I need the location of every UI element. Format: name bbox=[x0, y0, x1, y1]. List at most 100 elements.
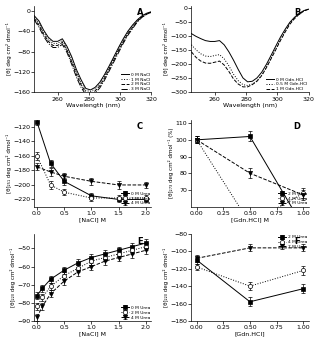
Legend: 2 M Urea, 4 M Urea, 7 M Urea: 2 M Urea, 4 M Urea, 7 M Urea bbox=[278, 235, 308, 249]
0 M NaCl bbox=[107, 64, 111, 68]
2 M NaCl bbox=[93, 89, 97, 93]
1 M NaCl bbox=[51, 41, 55, 45]
1 M NaCl bbox=[98, 82, 102, 86]
0 M Gdn.HCl bbox=[297, 11, 301, 15]
0 M Gdn.HCl bbox=[218, 39, 221, 43]
Legend: 0 M NaCl, 1 M NaCl, 2 M NaCl, 3 M NaCl: 0 M NaCl, 1 M NaCl, 2 M NaCl, 3 M NaCl bbox=[121, 72, 150, 92]
3 M NaCl bbox=[121, 41, 125, 45]
0.5 M Gdn.HCl bbox=[199, 52, 203, 56]
0 M Gdn.HCl bbox=[307, 7, 310, 11]
3 M NaCl bbox=[89, 93, 92, 97]
2 M NaCl bbox=[56, 43, 60, 48]
0.5 M Gdn.HCl bbox=[283, 29, 287, 34]
1 M NaCl bbox=[116, 47, 120, 51]
3 M NaCl bbox=[116, 51, 120, 55]
3 M NaCl bbox=[70, 62, 74, 66]
1 M NaCl bbox=[79, 80, 83, 84]
0.5 M Gdn.HCl bbox=[278, 38, 282, 42]
2 M NaCl bbox=[70, 60, 74, 64]
3 M NaCl bbox=[65, 51, 69, 55]
0.5 M Gdn.HCl bbox=[307, 7, 310, 11]
0 M NaCl bbox=[116, 45, 120, 50]
Line: 2 M NaCl: 2 M NaCl bbox=[34, 12, 151, 93]
0.5 M Gdn.HCl bbox=[255, 79, 259, 83]
0.5 M Gdn.HCl bbox=[297, 12, 301, 16]
0 M NaCl bbox=[79, 78, 83, 82]
Text: B: B bbox=[294, 8, 300, 17]
X-axis label: Wavelength (nm): Wavelength (nm) bbox=[223, 103, 277, 108]
3 M NaCl bbox=[79, 85, 83, 89]
3 M NaCl bbox=[42, 34, 45, 38]
Y-axis label: [θ]₂₂₀ deg cm² dmol⁻¹: [θ]₂₂₀ deg cm² dmol⁻¹ bbox=[163, 248, 169, 307]
Y-axis label: [θ]₂₂₀ deg cm² dmol⁻¹: [θ]₂₂₀ deg cm² dmol⁻¹ bbox=[10, 248, 16, 307]
0 M Gdn.HCl bbox=[208, 39, 212, 43]
2 M NaCl bbox=[79, 83, 83, 87]
0 M NaCl bbox=[32, 14, 36, 18]
0 M Gdn.HCl bbox=[250, 79, 254, 83]
2 M NaCl bbox=[145, 12, 148, 16]
1 M NaCl bbox=[70, 57, 74, 61]
0 M NaCl bbox=[131, 23, 134, 27]
0 M Gdn.HCl bbox=[260, 70, 264, 74]
1 M NaCl bbox=[56, 41, 60, 45]
0 M NaCl bbox=[89, 88, 92, 92]
1 M Gdn.HCl bbox=[255, 79, 259, 83]
Text: C: C bbox=[137, 122, 143, 131]
0 M NaCl bbox=[149, 10, 153, 14]
1 M Gdn.HCl bbox=[241, 85, 245, 89]
1 M NaCl bbox=[46, 37, 50, 41]
0 M Gdn.HCl bbox=[194, 34, 198, 38]
1 M Gdn.HCl bbox=[218, 59, 221, 63]
Legend: 0 M Gdn.HCl, 0.5 M Gdn.HCl, 1 M Gdn.HCl: 0 M Gdn.HCl, 0.5 M Gdn.HCl, 1 M Gdn.HCl bbox=[266, 77, 308, 92]
1 M NaCl bbox=[75, 70, 78, 74]
0 M NaCl bbox=[37, 19, 41, 23]
1 M NaCl bbox=[112, 56, 116, 60]
0 M Gdn.HCl bbox=[227, 50, 231, 54]
3 M NaCl bbox=[46, 41, 50, 45]
2 M NaCl bbox=[65, 49, 69, 53]
Y-axis label: [θ]₂₇₃ deg cm² dmol⁻¹ (%): [θ]₂₇₃ deg cm² dmol⁻¹ (%) bbox=[168, 128, 174, 198]
0 M Gdn.HCl bbox=[241, 76, 245, 80]
3 M NaCl bbox=[140, 15, 144, 19]
0.5 M Gdn.HCl bbox=[218, 53, 221, 57]
X-axis label: [Gdn.HCl] M: [Gdn.HCl] M bbox=[231, 217, 269, 222]
0 M NaCl bbox=[84, 86, 88, 90]
0.5 M Gdn.HCl bbox=[274, 47, 278, 51]
Legend: 0 M Urea, 2 M Urea, 4 M Urea: 0 M Urea, 2 M Urea, 4 M Urea bbox=[121, 305, 150, 320]
0 M Gdn.HCl bbox=[269, 53, 273, 57]
0.5 M Gdn.HCl bbox=[236, 79, 240, 83]
0 M NaCl bbox=[98, 80, 102, 84]
0 M Gdn.HCl bbox=[222, 43, 226, 47]
2 M NaCl bbox=[42, 32, 45, 36]
1 M Gdn.HCl bbox=[260, 74, 264, 78]
3 M NaCl bbox=[56, 45, 60, 50]
1 M Gdn.HCl bbox=[232, 77, 236, 81]
1 M NaCl bbox=[149, 10, 153, 14]
0 M NaCl bbox=[60, 37, 64, 41]
3 M NaCl bbox=[75, 75, 78, 79]
1 M Gdn.HCl bbox=[213, 60, 217, 64]
Text: E: E bbox=[138, 237, 143, 246]
1 M NaCl bbox=[103, 74, 107, 78]
0 M NaCl bbox=[70, 55, 74, 59]
1 M Gdn.HCl bbox=[199, 59, 203, 63]
0 M NaCl bbox=[112, 55, 116, 59]
0 M Gdn.HCl bbox=[292, 15, 296, 19]
3 M NaCl bbox=[60, 42, 64, 47]
X-axis label: [NaCl] M: [NaCl] M bbox=[79, 217, 106, 222]
2 M NaCl bbox=[32, 16, 36, 21]
1 M Gdn.HCl bbox=[302, 9, 306, 13]
0.5 M Gdn.HCl bbox=[302, 9, 306, 13]
0 M Gdn.HCl bbox=[288, 20, 292, 24]
1 M Gdn.HCl bbox=[269, 57, 273, 61]
1 M Gdn.HCl bbox=[297, 12, 301, 16]
2 M NaCl bbox=[121, 40, 125, 44]
3 M NaCl bbox=[107, 69, 111, 73]
0 M NaCl bbox=[121, 37, 125, 41]
3 M NaCl bbox=[51, 45, 55, 50]
0 M NaCl bbox=[103, 73, 107, 77]
0.5 M Gdn.HCl bbox=[222, 57, 226, 61]
0 M NaCl bbox=[65, 44, 69, 49]
1 M NaCl bbox=[89, 89, 92, 93]
2 M NaCl bbox=[107, 67, 111, 71]
